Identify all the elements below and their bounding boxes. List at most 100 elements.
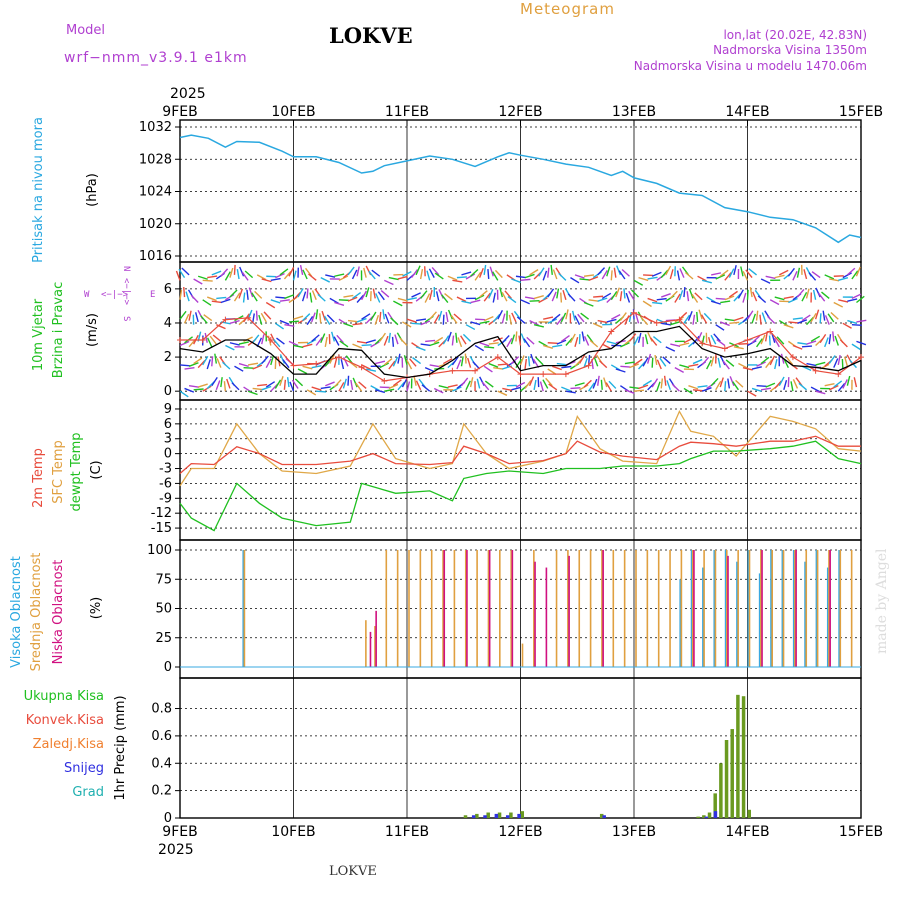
wind-barb [615,287,620,298]
wind-barb [683,314,691,324]
wind-barb [465,324,476,331]
y-tick-label: 100 [147,543,172,558]
cloud-high-bar [838,550,840,667]
wind-barb [333,379,342,388]
wind-barb [615,368,626,373]
wind-barb [670,343,681,347]
wind-barb [379,362,390,369]
precip-legend-snow: Snijeg [64,761,104,776]
cloud-unit: (%) [89,597,104,620]
wind-barb [597,267,606,276]
wind-barb [551,313,561,322]
y-tick-label: -3 [159,462,172,477]
cloud-low-bar [761,550,763,667]
wind-barb [605,382,612,392]
wind-barb [815,390,826,395]
wind-barb [601,343,612,350]
wind-barb [769,299,780,306]
wind-barb [492,292,496,303]
wind-barb [392,356,399,367]
wind-barb [562,290,567,300]
wind-barb [261,385,272,391]
wind-gust-marker [199,337,206,344]
wind-barb [703,312,712,322]
wind-barb [474,294,485,301]
wind-barb [533,295,544,300]
wind-barb [399,337,408,346]
wind-barb [710,300,721,305]
cloud-mid-bar [533,550,535,667]
wind-barb [179,364,191,367]
wind-gust-marker [245,314,252,321]
wind-barb [261,278,272,283]
wind-barb [193,357,203,365]
wind-barb [270,277,281,282]
wind-barb [722,360,730,370]
wind-barb [306,389,317,396]
wind-barb [325,274,336,278]
wind-barb [419,269,424,280]
wind-barb [855,266,861,277]
wind-barb [338,275,349,281]
cloud-mid-bar [510,550,512,667]
wind-barb [759,314,762,325]
wind-barb [451,335,455,346]
wind-barb [583,274,595,277]
wind-barb [773,337,780,348]
wind-barb [701,387,712,392]
cloud-mid-bar [487,550,490,667]
wind-barb [733,346,744,350]
wind-barb [361,364,371,370]
y-tick-label: 1028 [139,152,172,167]
wind-barb [393,300,403,307]
y-tick-label: 1020 [139,217,172,232]
precip-total-bar [713,793,717,818]
precip-total-bar [741,696,746,818]
wind-barb [674,367,684,374]
wind-barb [765,275,776,280]
wind-gust-marker [222,316,229,323]
wind-barb [420,290,428,299]
x-tick-label-top: 11FEB [385,104,429,120]
model-name: wrf−nmm_v3.9.1 e1km [64,50,248,66]
wind-barb [821,291,830,299]
wind-barb [756,338,763,348]
wind-barb [515,331,518,342]
wind-barb [656,297,667,301]
wind-barb [464,353,467,364]
model-label: Model [66,23,105,38]
wind-barb [783,379,788,391]
precip-total-bar [520,811,524,818]
wind-barb [497,390,508,396]
wind-barb [334,273,345,277]
wind-barb [788,321,799,324]
wind-barb [834,335,839,346]
wind-barb [284,294,295,300]
wind-barb [347,296,358,302]
cloud-high-bar [736,561,738,667]
wind-barb [308,273,317,281]
wind-barb [506,337,513,348]
wind-gust-marker [631,309,637,316]
cloud-low-bar [466,550,468,667]
wind-barb [737,289,744,299]
wind-barb [642,357,649,367]
wind-barb [401,377,408,388]
wind-barb [319,313,322,324]
cloud-low-bar [375,610,377,667]
wind-barb [631,289,640,298]
cloud-mid-bar [680,550,683,667]
cloud-mid-bar [657,550,660,667]
wind-barb [483,365,493,373]
y-tick-label: 1016 [139,249,172,264]
wind-barb [315,309,319,320]
precip-legend-conv: Konvek.Kisa [26,713,104,728]
wind-barb [661,322,672,326]
y-tick-label: 0 [164,384,172,399]
wind-barb [570,387,581,390]
wind-barb [633,279,644,286]
wind-barb [358,381,367,389]
wind-barb [384,279,394,286]
wind-barb [379,332,386,342]
wind-barb [765,359,773,369]
